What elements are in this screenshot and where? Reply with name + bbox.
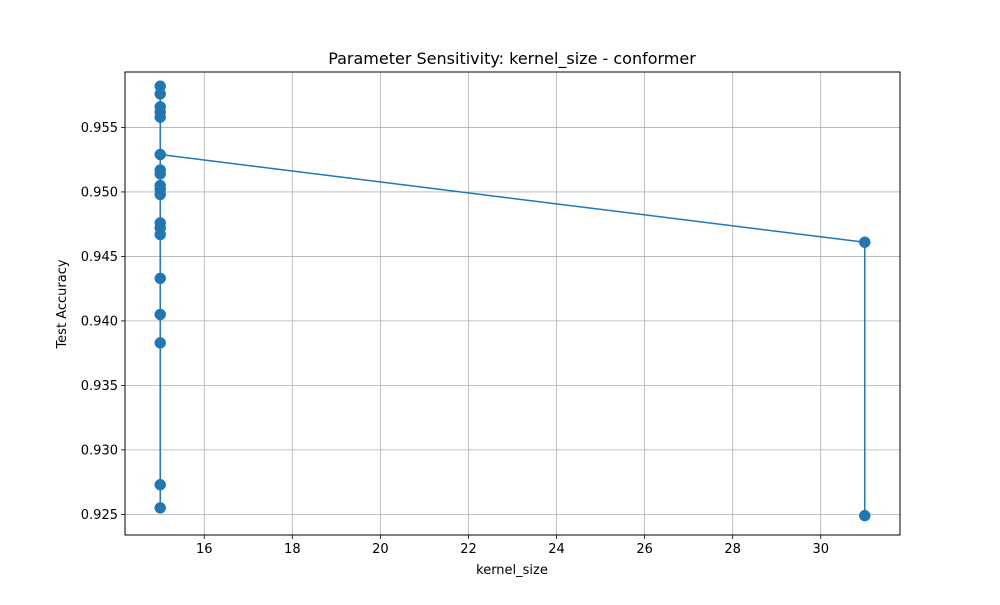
data-point-marker — [154, 337, 166, 349]
x-axis-label: kernel_size — [476, 563, 548, 578]
x-tick-label: 16 — [196, 542, 213, 557]
data-point-marker — [154, 228, 166, 241]
data-point-marker — [154, 168, 166, 180]
plot-area-frame — [124, 71, 901, 536]
data-point-marker — [154, 502, 166, 514]
data-point-marker — [859, 509, 871, 522]
y-tick-label: 0.955 — [81, 121, 118, 136]
y-tick-label: 0.950 — [81, 185, 118, 200]
data-point-marker — [154, 272, 166, 285]
y-tick-label: 0.930 — [81, 443, 118, 458]
data-point-marker — [154, 80, 166, 92]
y-tick-label: 0.925 — [81, 508, 118, 523]
data-point-marker — [154, 308, 166, 321]
x-tick-label: 20 — [372, 542, 389, 557]
series-marker-group — [154, 80, 871, 522]
data-point-marker — [154, 188, 166, 201]
x-axis-ticks: 16 18 20 22 24 26 28 30 — [196, 535, 829, 557]
data-point-marker — [154, 478, 166, 491]
data-point-marker — [154, 101, 166, 113]
y-tick-label: 0.940 — [81, 314, 118, 329]
y-tick-label: 0.935 — [81, 379, 118, 394]
x-tick-label: 30 — [812, 542, 829, 557]
x-tick-label: 26 — [636, 542, 653, 557]
y-tick-label: 0.945 — [81, 250, 118, 265]
x-tick-label: 24 — [548, 542, 565, 557]
x-tick-label: 28 — [724, 542, 741, 557]
y-axis-label: Test Accuracy — [55, 259, 70, 349]
grid — [125, 72, 900, 535]
x-tick-label: 18 — [284, 542, 301, 557]
data-point-marker — [859, 236, 871, 248]
y-axis-ticks: 0.925 0.930 0.935 0.940 0.945 0.950 0.955 — [81, 121, 125, 523]
chart-title: Parameter Sensitivity: kernel_size - con… — [328, 49, 696, 69]
x-tick-label: 22 — [460, 542, 477, 557]
data-point-marker — [154, 148, 166, 161]
